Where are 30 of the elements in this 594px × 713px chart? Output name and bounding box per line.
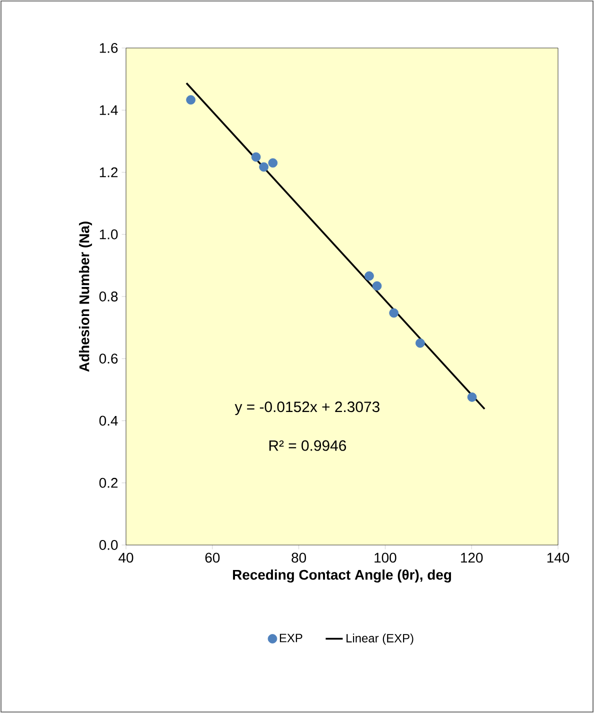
y-tick-label: 0.4 (99, 416, 118, 426)
legend-label: Linear (EXP) (346, 634, 414, 645)
x-axis-title: Receding Contact Angle (θr), deg (233, 569, 452, 583)
y-tick-label: 0.8 (99, 292, 118, 302)
point (389, 308, 399, 318)
y-tick-label: 1.2 (100, 167, 118, 178)
point (259, 162, 268, 172)
point (268, 158, 278, 168)
y-tick-label: 1.0 (100, 229, 118, 240)
point (186, 95, 196, 105)
x-tick-label: 60 (205, 552, 220, 563)
point (467, 392, 477, 402)
x-tick-label: 80 (292, 552, 306, 563)
point (364, 271, 374, 281)
y-tick-label: 0.2 (99, 478, 118, 488)
y-tick-label: 1.6 (100, 43, 118, 53)
point (416, 338, 425, 348)
y-tick-label: 0.0 (99, 540, 118, 550)
annotation: R² = 0.9946 (269, 440, 346, 451)
point (372, 281, 382, 291)
x-tick-label: 140 (547, 552, 570, 563)
legend-label: EXP (280, 634, 302, 642)
x-tick-label: 120 (461, 552, 483, 563)
x-tick-label: 100 (374, 552, 396, 563)
y-tick-label: 1.4 (100, 105, 118, 115)
annotation: y = -0.0152x + 2.3073 (234, 402, 380, 416)
x-tick-label: 40 (118, 552, 134, 563)
y-axis-title: Adhesion Number (Na) (78, 222, 92, 372)
y-tick-label: 0.6 (99, 354, 118, 364)
point (251, 152, 261, 162)
